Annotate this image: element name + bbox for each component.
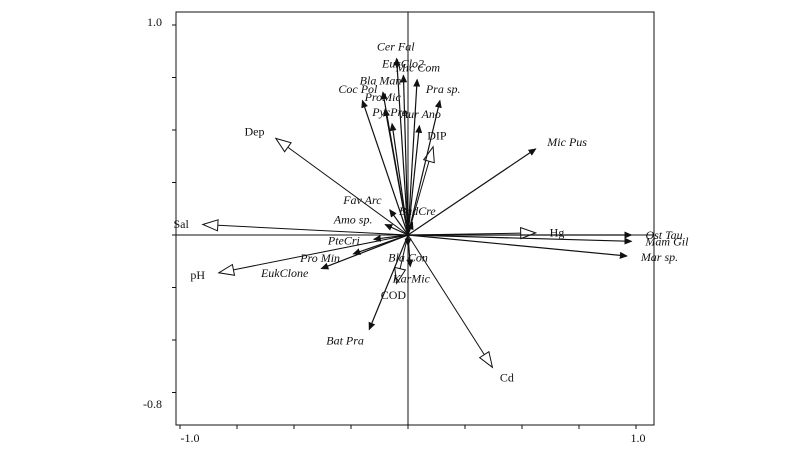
- species-label-cer-fal: Cer Fal: [377, 40, 415, 54]
- species-label-badcre: BadCre: [399, 204, 437, 218]
- env-arrow-sal: [217, 224, 409, 236]
- species-arrows: [320, 57, 633, 331]
- species-label-promic: ProMic: [364, 90, 402, 104]
- species-label-pro-min: Pro Min: [299, 251, 340, 265]
- species-arrow-promic: [383, 108, 409, 236]
- env-arrowhead-cod: [394, 266, 407, 285]
- species-label-mic-pus: Mic Pus: [546, 135, 587, 149]
- species-arrow-eukclo2: [400, 74, 409, 236]
- axis-ticks: [172, 24, 637, 429]
- species-arrow-coc-pol: [361, 99, 409, 236]
- env-arrow-dep: [287, 146, 409, 236]
- species-arrow-ptecri: [372, 234, 409, 242]
- species-label-amo-sp: Amo sp.: [333, 212, 373, 226]
- species-label-bat-pra: Bat Pra: [326, 334, 364, 348]
- species-label-eukclo2: EukClo2: [381, 56, 424, 70]
- y-tick-label-top: 1.0: [147, 15, 162, 29]
- species-arrow-amo-sp: [384, 223, 409, 236]
- species-arrow-karmic: [406, 234, 414, 268]
- env-arrowhead-hg: [520, 226, 538, 240]
- species-arrow-aur-ano: [407, 124, 423, 236]
- species-arrow-pycpro: [389, 122, 409, 236]
- env-label-dip: DIP: [427, 128, 447, 142]
- x-tick-label-left: -1.0: [181, 431, 200, 445]
- env-arrow-cd: [407, 234, 485, 355]
- env-arrowhead-cd: [478, 350, 494, 369]
- species-label-pycpro: PycPro: [371, 105, 408, 119]
- species-label-mic-com: Mic Com: [395, 61, 441, 75]
- species-arrow-mic-pus: [407, 148, 537, 236]
- species-arrow-bat-pra: [368, 234, 409, 331]
- species-label-aur-ano: Aur Ano: [400, 107, 441, 121]
- species-label-mar-sp: Mar sp.: [640, 250, 678, 264]
- env-arrowhead-sal: [201, 219, 219, 232]
- env-label-cd: Cd: [500, 370, 514, 384]
- species-arrow-mam-gil: [407, 234, 633, 245]
- species-label-mam-gil: Mam Gil: [644, 235, 689, 249]
- species-label-bla-con: Bla Con: [388, 251, 428, 265]
- plot-frame: [175, 11, 655, 426]
- species-label-karmic: KarMic: [392, 271, 431, 285]
- species-label-ost-tau: Ost Tau: [645, 228, 682, 242]
- env-label-sal: Sal: [173, 217, 189, 231]
- species-label-bla-man: Bla Man: [360, 73, 402, 87]
- env-arrowhead-ph: [217, 263, 236, 276]
- y-tick-label-bottom: -0.8: [143, 397, 162, 411]
- env-label-hg: Hg: [550, 226, 565, 240]
- species-arrow-fav-arc: [389, 208, 409, 236]
- species-arrow-eukclone: [320, 234, 409, 270]
- env-label-cod: COD: [381, 288, 407, 302]
- species-label-coc-pol: Coc Pol: [338, 82, 378, 96]
- species-arrow-mar-sp: [407, 234, 628, 259]
- env-arrowhead-dep: [274, 137, 292, 153]
- species-arrow-mic-com: [407, 78, 421, 236]
- species-label-fav-arc: Fav Arc: [342, 193, 382, 207]
- env-label-ph: pH: [190, 268, 205, 282]
- species-arrow-cer-fal: [393, 57, 409, 236]
- x-tick-label-right: 1.0: [631, 431, 646, 445]
- species-arrow-badcre: [406, 221, 414, 236]
- species-arrow-pra-sp: [407, 99, 442, 236]
- species-label-eukclone: EukClone: [260, 266, 309, 280]
- species-label-ptecri: PteCri: [327, 234, 360, 248]
- species-label-pra-sp: Pra sp.: [425, 82, 461, 96]
- env-label-dep: Dep: [244, 124, 264, 138]
- environment-arrows: [201, 137, 538, 369]
